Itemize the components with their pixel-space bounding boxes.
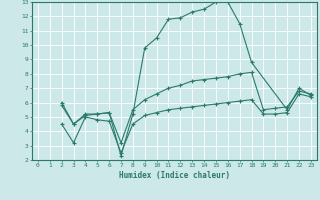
X-axis label: Humidex (Indice chaleur): Humidex (Indice chaleur) — [119, 171, 230, 180]
